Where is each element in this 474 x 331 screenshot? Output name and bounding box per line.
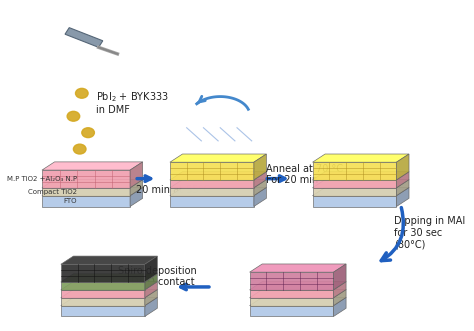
Polygon shape [170, 154, 266, 162]
Polygon shape [130, 180, 143, 196]
Polygon shape [61, 306, 145, 316]
Polygon shape [65, 28, 103, 47]
Polygon shape [396, 172, 409, 188]
Circle shape [73, 144, 86, 154]
Polygon shape [334, 264, 346, 290]
Polygon shape [61, 282, 145, 290]
Polygon shape [334, 282, 346, 298]
Polygon shape [312, 154, 409, 162]
Polygon shape [312, 180, 396, 188]
Polygon shape [254, 154, 266, 180]
Polygon shape [250, 306, 334, 316]
Polygon shape [170, 162, 254, 180]
Polygon shape [61, 264, 145, 282]
Text: PbI$_2$ + BYK333
in DMF: PbI$_2$ + BYK333 in DMF [97, 90, 169, 116]
Polygon shape [42, 188, 130, 196]
Text: Anneal at 70 °C
For 20 min: Anneal at 70 °C For 20 min [266, 164, 343, 185]
Polygon shape [254, 187, 266, 207]
Polygon shape [61, 256, 157, 264]
Text: M.P TiO2 +Al₂O₃ N.P: M.P TiO2 +Al₂O₃ N.P [7, 176, 77, 182]
Circle shape [82, 128, 94, 138]
Polygon shape [250, 264, 346, 272]
Polygon shape [42, 162, 143, 170]
Polygon shape [250, 298, 346, 306]
Polygon shape [130, 162, 143, 188]
Polygon shape [170, 188, 254, 196]
Text: FTO: FTO [64, 198, 77, 204]
Polygon shape [145, 274, 157, 290]
Polygon shape [312, 162, 396, 180]
Polygon shape [130, 187, 143, 207]
Text: 20 min at 55°C: 20 min at 55°C [136, 185, 210, 195]
Polygon shape [170, 172, 266, 180]
Text: Dipping in MAI
for 30 sec
(80°C): Dipping in MAI for 30 sec (80°C) [394, 216, 465, 249]
Polygon shape [61, 290, 157, 298]
Text: Compact TiO2: Compact TiO2 [28, 189, 77, 195]
Circle shape [67, 111, 80, 121]
Polygon shape [170, 196, 254, 207]
Polygon shape [250, 282, 346, 290]
Polygon shape [145, 256, 157, 282]
Polygon shape [145, 298, 157, 316]
Circle shape [75, 88, 88, 98]
Polygon shape [396, 187, 409, 207]
Polygon shape [250, 290, 334, 298]
Polygon shape [42, 180, 143, 188]
Polygon shape [312, 188, 396, 196]
Polygon shape [61, 274, 157, 282]
Text: Spiro deposition
+ DMD contact: Spiro deposition + DMD contact [118, 265, 197, 287]
Polygon shape [145, 282, 157, 298]
Polygon shape [170, 180, 266, 188]
Polygon shape [396, 154, 409, 180]
Polygon shape [334, 298, 346, 316]
Polygon shape [145, 290, 157, 306]
Polygon shape [396, 180, 409, 196]
Polygon shape [254, 172, 266, 188]
Polygon shape [61, 290, 145, 298]
Polygon shape [170, 180, 254, 188]
Polygon shape [254, 180, 266, 196]
Polygon shape [312, 196, 396, 207]
Polygon shape [42, 196, 130, 207]
Polygon shape [312, 187, 409, 196]
Polygon shape [61, 298, 157, 306]
FancyArrowPatch shape [381, 208, 403, 260]
Polygon shape [334, 290, 346, 306]
Polygon shape [61, 282, 157, 290]
Polygon shape [42, 170, 130, 188]
Polygon shape [250, 272, 334, 290]
Polygon shape [250, 298, 334, 306]
Polygon shape [61, 298, 145, 306]
Polygon shape [250, 290, 346, 298]
Polygon shape [170, 187, 266, 196]
Polygon shape [312, 172, 409, 180]
Polygon shape [312, 180, 409, 188]
Polygon shape [42, 187, 143, 196]
